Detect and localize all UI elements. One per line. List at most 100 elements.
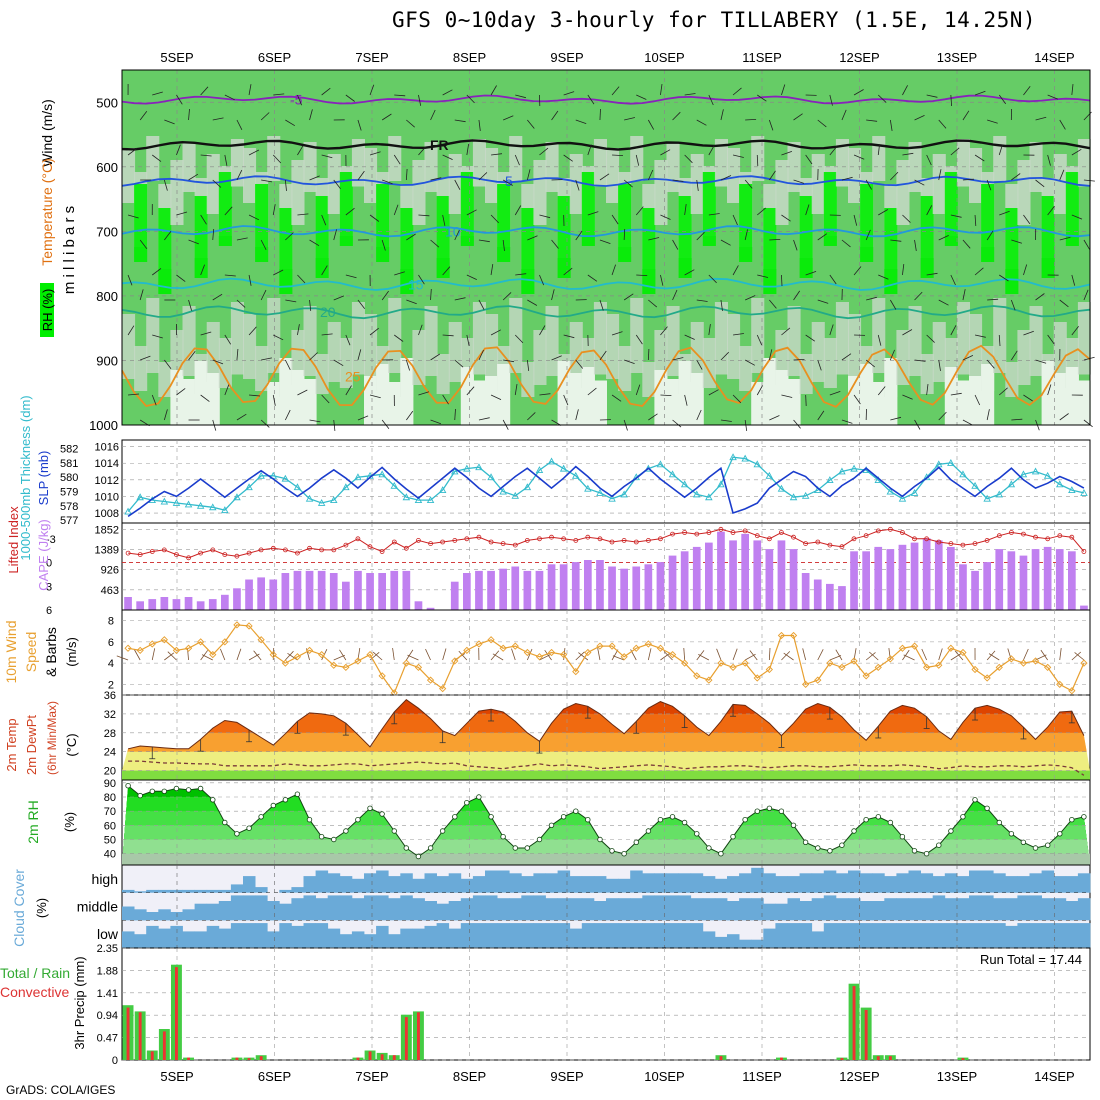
wind-barb xyxy=(793,290,801,301)
wind10m-label-3: & Barbs xyxy=(43,627,59,677)
cloud-bar-middle xyxy=(436,903,450,921)
wind-barb xyxy=(756,385,763,396)
wind-speed-point xyxy=(197,638,205,646)
wind-barb xyxy=(817,233,828,241)
rh-dry-surface xyxy=(1077,380,1091,425)
wind-barb xyxy=(1047,334,1055,345)
thickness-point xyxy=(511,491,520,499)
rh2m-point xyxy=(573,808,579,814)
wind-barb xyxy=(527,299,538,306)
wind-barb-10m xyxy=(220,648,226,661)
wind-barb xyxy=(152,91,163,96)
slp-tick-1012: 1012 xyxy=(95,475,119,487)
wind-barb-10m xyxy=(698,654,710,661)
lifted-index-point xyxy=(621,538,627,543)
wind-barb xyxy=(635,334,643,345)
rh2m-point xyxy=(863,817,869,823)
wind-barb xyxy=(151,394,157,406)
wind-barb xyxy=(442,214,446,226)
cloud-bar-low xyxy=(1041,923,1055,948)
cloud-bar-middle xyxy=(593,901,607,921)
rh-dry-surface xyxy=(291,370,305,425)
rh-dry-surface xyxy=(944,367,958,425)
wind-barb xyxy=(672,289,678,301)
cloud-level-middle: middle xyxy=(77,899,118,915)
thickness-point xyxy=(644,464,653,472)
wind-barb xyxy=(902,214,911,223)
cloud-bar-middle xyxy=(1041,898,1055,921)
cape-bar xyxy=(414,601,423,610)
wind-barb xyxy=(950,94,952,107)
cloud-bar-middle xyxy=(291,898,304,921)
rh2m-point xyxy=(185,787,192,793)
cloud-bar-low xyxy=(787,923,800,948)
wind-speed-point xyxy=(656,644,665,652)
wind-barb xyxy=(648,299,658,308)
cloud-bar-middle xyxy=(993,898,1006,921)
lifted-index-point xyxy=(972,541,978,546)
wind-barb xyxy=(986,179,992,191)
wind-barb xyxy=(708,213,720,216)
lifted-index-point xyxy=(428,541,434,546)
thickness-point xyxy=(475,463,483,471)
date-label-top-8SEP: 8SEP xyxy=(453,50,486,65)
cloud-bar-high xyxy=(823,870,837,893)
lifted-index-point xyxy=(512,542,518,548)
rh-dry-patch xyxy=(243,148,257,203)
wind-barb xyxy=(865,179,872,190)
cloud-bar-low xyxy=(279,923,292,948)
cloud-bar-high xyxy=(243,876,256,893)
wind-barb xyxy=(418,94,422,106)
rh2m-point xyxy=(355,817,361,823)
rh2m-point xyxy=(149,788,155,794)
wind-barb xyxy=(152,154,162,162)
rh2m-point xyxy=(851,828,857,834)
rh-dry-surface xyxy=(376,364,390,425)
wind-barb xyxy=(635,384,641,396)
cape-bar xyxy=(705,542,713,610)
wind-barb xyxy=(1047,206,1055,216)
thickness-point xyxy=(523,483,532,491)
wind-barb-10m xyxy=(526,648,533,661)
wind-barb xyxy=(394,94,406,97)
wind-barb xyxy=(805,394,807,407)
wind-barb xyxy=(998,334,1001,347)
pressure-tick-600: 600 xyxy=(96,160,118,175)
lifted-index-point xyxy=(718,526,724,532)
wind-barb xyxy=(248,214,260,221)
thickness-point xyxy=(184,500,193,508)
wind-barb xyxy=(539,147,549,156)
wind-barb xyxy=(684,269,695,276)
rh-dry-patch xyxy=(255,346,269,391)
thickness-point xyxy=(753,460,762,468)
wind-speed-point xyxy=(439,684,447,693)
cape-bar xyxy=(245,579,253,610)
rh-moist-patch xyxy=(884,208,898,294)
wind-speed-point xyxy=(596,642,604,650)
rh-dry-patch xyxy=(787,306,801,376)
wind-speed-point xyxy=(572,667,580,676)
cloud-bar-middle xyxy=(981,895,994,921)
rh2m-point xyxy=(1081,814,1087,820)
wind-barb xyxy=(321,333,333,336)
lifted-index-point xyxy=(246,550,252,556)
wind-speed-point xyxy=(1007,655,1015,663)
rh-dry-patch xyxy=(182,306,196,376)
rh-dry-patch xyxy=(206,154,220,214)
cloud-bar-high xyxy=(339,876,353,893)
cloud-bar-low xyxy=(823,923,837,948)
rh-tick-70: 70 xyxy=(104,806,116,818)
lifted-index-point xyxy=(851,536,857,542)
wind-barb xyxy=(938,169,942,181)
wind-barb xyxy=(188,173,199,181)
cape-bar xyxy=(959,564,967,610)
wind-speed-point xyxy=(402,659,410,667)
cape-bar xyxy=(535,570,544,610)
wind-barb xyxy=(744,179,753,189)
cloud-bar-middle xyxy=(206,903,220,921)
cloud-level-low: low xyxy=(97,926,119,942)
cloud-bar-low xyxy=(569,928,583,948)
lifted-index-point xyxy=(900,530,905,535)
thickness-tick-579: 579 xyxy=(60,487,78,499)
wind-speed-point xyxy=(1056,680,1064,689)
